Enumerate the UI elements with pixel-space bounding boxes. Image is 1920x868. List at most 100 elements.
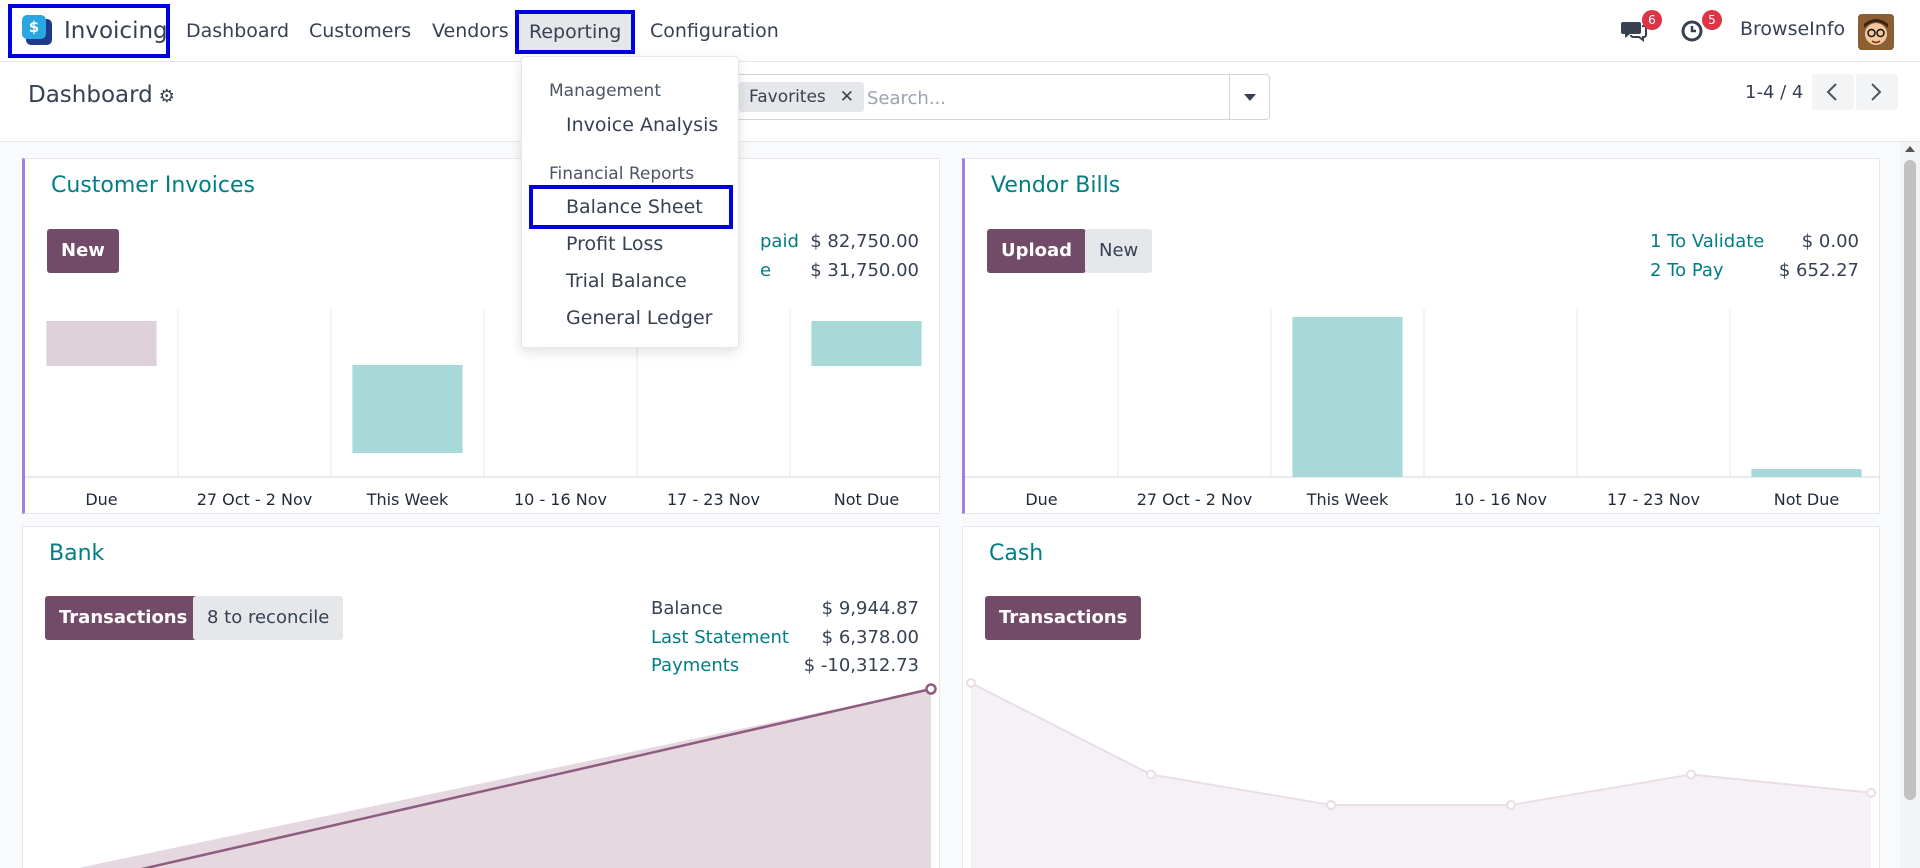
balance-sheet-highlight [529, 185, 733, 229]
menu-item-invoice-analysis[interactable]: Invoice Analysis [566, 114, 719, 136]
bank-area [80, 689, 931, 868]
menu-item-balance-sheet[interactable]: Balance Sheet [566, 196, 703, 218]
search-options-toggle[interactable] [1229, 75, 1269, 119]
menu-dashboard[interactable]: Dashboard [186, 20, 290, 42]
messages-button[interactable]: 6 [1620, 10, 1662, 44]
bar-5[interactable] [811, 321, 922, 366]
cash-point-2[interactable] [1326, 800, 1336, 810]
cash-line [970, 682, 1872, 806]
bank-balance-chart [80, 683, 937, 868]
chevron-left-icon [1826, 83, 1837, 101]
bar-0[interactable] [46, 321, 157, 366]
gear-icon[interactable]: ⚙ [158, 86, 175, 107]
cash-point-3[interactable] [1506, 800, 1516, 810]
app-name: Invoicing [64, 18, 168, 44]
x-tick-label: Due [85, 490, 117, 509]
pager-value[interactable]: 1-4 / 4 [1745, 82, 1804, 103]
bank-title[interactable]: Bank [49, 541, 105, 566]
x-tick-label: 10 - 16 Nov [514, 490, 607, 509]
stat-unpaid-label[interactable]: paid [760, 231, 799, 252]
payments-value: $ -10,312.73 [803, 655, 919, 676]
page-scrollbar[interactable] [1900, 142, 1920, 868]
reporting-dropdown-menu: Management Invoice Analysis Financial Re… [521, 56, 739, 348]
x-tick-label: 17 - 23 Nov [1607, 490, 1700, 509]
bar-2[interactable] [352, 365, 463, 453]
bar-5[interactable] [1751, 469, 1862, 477]
menu-configuration[interactable]: Configuration [650, 20, 779, 42]
chevron-right-icon [1871, 83, 1882, 101]
reconcile-button[interactable]: 8 to reconcile [193, 596, 344, 640]
x-tick-label: This Week [1306, 490, 1389, 509]
cash-area [971, 683, 1871, 868]
cash-transactions-button[interactable]: Transactions [985, 596, 1142, 640]
stat-to-pay-label[interactable]: 2 To Pay [1650, 260, 1724, 281]
cash-title[interactable]: Cash [989, 541, 1044, 566]
scrollbar-thumb[interactable] [1904, 160, 1916, 800]
caret-down-icon [1244, 94, 1256, 101]
customer-invoices-card: Customer Invoices New paid $ 82,750.00 e… [22, 158, 940, 514]
x-tick-label: 27 Oct - 2 Nov [1137, 490, 1253, 509]
last-statement-value: $ 6,378.00 [821, 627, 919, 648]
menu-item-trial-balance[interactable]: Trial Balance [566, 270, 687, 292]
new-bill-button[interactable]: New [1085, 229, 1153, 273]
balance-value: $ 9,944.87 [821, 598, 919, 619]
activities-count-badge: 5 [1702, 10, 1722, 30]
cash-card: Cash Transactions [962, 526, 1880, 868]
stat-late-label[interactable]: e [760, 260, 772, 281]
menu-reporting[interactable]: Reporting [515, 10, 636, 54]
x-tick-label: 27 Oct - 2 Nov [197, 490, 313, 509]
menu-section-management: Management [549, 81, 661, 101]
menu-section-financial-reports: Financial Reports [549, 164, 695, 184]
last-statement-label[interactable]: Last Statement [651, 627, 789, 648]
upload-bill-button[interactable]: Upload [987, 229, 1087, 273]
pager-next-button[interactable] [1856, 74, 1898, 110]
avatar-image [1858, 14, 1894, 50]
stat-to-pay-value: $ 652.27 [1778, 260, 1859, 281]
menu-item-general-ledger[interactable]: General Ledger [566, 307, 713, 329]
x-tick-label: Not Due [834, 490, 899, 509]
menu-vendors[interactable]: Vendors [432, 20, 509, 42]
bank-card: Bank Transactions 8 to reconcile Balance… [22, 526, 940, 868]
customer-invoices-chart: Due 27 Oct - 2 Nov This Week 10 - 16 Nov 17 … [25, 309, 939, 509]
customer-invoices-title[interactable]: Customer Invoices [51, 173, 255, 198]
vendor-bills-card: Vendor Bills Upload New 1 To Validate $ … [962, 158, 1880, 514]
x-tick-label: 17 - 23 Nov [667, 490, 760, 509]
payments-label[interactable]: Payments [651, 655, 740, 676]
new-invoice-button[interactable]: New [47, 229, 119, 273]
bank-point[interactable] [925, 683, 937, 695]
activities-button[interactable]: 5 [1680, 10, 1722, 44]
cash-point-5[interactable] [1866, 787, 1876, 798]
search-bar: Favorites ✕ [730, 74, 1270, 120]
scroll-up-arrow-icon[interactable] [1905, 146, 1915, 152]
page-title-text: Dashboard [28, 82, 153, 108]
x-tick-label: 10 - 16 Nov [1454, 490, 1547, 509]
page-title: Dashboard ⚙ [28, 82, 175, 108]
vendor-bills-title[interactable]: Vendor Bills [991, 173, 1121, 198]
user-name[interactable]: BrowseInfo [1740, 18, 1846, 40]
menu-item-profit-loss[interactable]: Profit Loss [566, 233, 664, 255]
search-input[interactable] [867, 83, 1217, 113]
vendor-bills-chart: Due 27 Oct - 2 Nov This Week 10 - 16 Nov 17 … [965, 309, 1879, 509]
remove-facet-icon[interactable]: ✕ [839, 87, 855, 107]
cash-point-1[interactable] [1146, 769, 1156, 780]
x-tick-label: Not Due [1774, 490, 1839, 509]
stat-late-value: $ 31,750.00 [810, 260, 919, 281]
facet-label: Favorites [749, 87, 826, 107]
user-avatar[interactable] [1858, 14, 1894, 50]
app-brand-invoicing[interactable]: $ Invoicing [8, 4, 170, 58]
x-tick-label: This Week [366, 490, 449, 509]
pager-previous-button[interactable] [1812, 74, 1854, 110]
stat-unpaid-value: $ 82,750.00 [810, 231, 919, 252]
bank-transactions-button[interactable]: Transactions [45, 596, 202, 640]
x-tick-label: Due [1025, 490, 1057, 509]
menu-customers[interactable]: Customers [309, 20, 412, 42]
messages-count-badge: 6 [1642, 10, 1662, 30]
search-facet-favorites: Favorites ✕ [739, 82, 865, 112]
cash-point-4[interactable] [1686, 769, 1696, 780]
top-navbar: $ Invoicing Dashboard Customers Vendors … [0, 0, 1920, 62]
cash-point-0[interactable] [966, 678, 976, 688]
clock-icon [1681, 20, 1703, 42]
bar-2[interactable] [1292, 317, 1403, 477]
stat-to-validate-label[interactable]: 1 To Validate [1650, 231, 1765, 252]
control-panel: Dashboard⚙ Favorites ✕ 1-4 / 4 [0, 62, 1920, 142]
